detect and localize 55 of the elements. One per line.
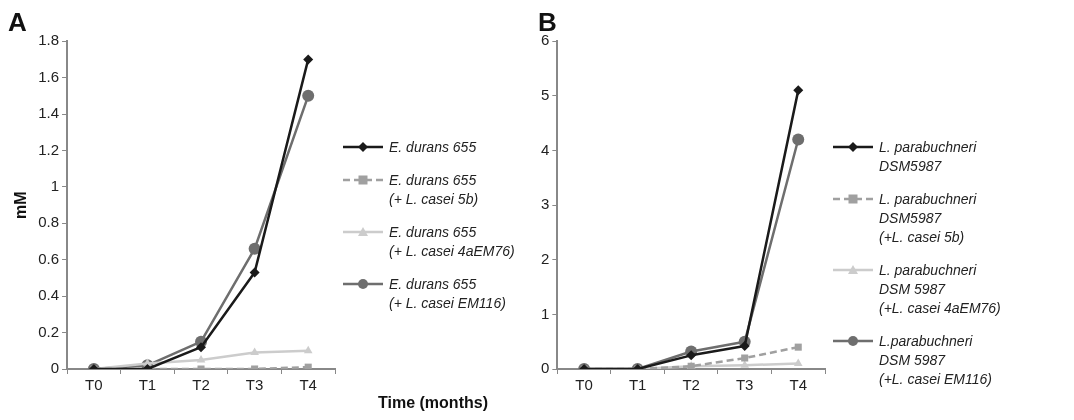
- legend-label: L. parabuchneri DSM 5987 (+L. casei 4aEM76): [879, 261, 1001, 318]
- y-tick-label: 0.2: [38, 322, 60, 340]
- point: [793, 85, 804, 96]
- x-tick-label: T2: [192, 376, 210, 394]
- y-tick-label: 4: [541, 140, 550, 158]
- point: [794, 343, 802, 351]
- point: [304, 363, 312, 369]
- y-tick-label: 1.6: [38, 67, 60, 85]
- point: [741, 354, 749, 362]
- y-tick-label: 0: [50, 359, 60, 377]
- y-tick-label: 0.4: [38, 286, 60, 304]
- y-tick-label: 0.6: [38, 249, 60, 267]
- point: [303, 54, 314, 65]
- x-axis-title: Time (months): [377, 394, 489, 412]
- point: [792, 133, 805, 146]
- legend-label: E. durans 655: [389, 138, 477, 157]
- point: [248, 242, 261, 255]
- legend-label: E. durans 655 (+ L. casei 5b): [389, 171, 479, 209]
- x-tick-label: T3: [735, 376, 754, 394]
- y-tick-label: 6: [541, 31, 550, 49]
- x-tick-label: T4: [789, 376, 807, 394]
- y-tick-label: 1.4: [38, 104, 60, 122]
- y-tick-label: 2: [541, 249, 550, 267]
- point: [303, 345, 313, 354]
- x-tick-label: T3: [245, 376, 264, 394]
- point: [740, 360, 750, 368]
- x-tick-label: T2: [682, 376, 700, 394]
- chart-title: A: [8, 6, 27, 37]
- point: [196, 342, 207, 353]
- legend-label: E. durans 655 (+ L. casei EM116): [389, 275, 506, 313]
- y-axis-title: mM: [12, 191, 30, 219]
- y-tick-label: 1: [50, 177, 60, 195]
- y-tick-label: 1.8: [38, 31, 60, 49]
- point: [302, 89, 315, 102]
- y-tick-label: 1.2: [38, 140, 60, 158]
- y-tick-label: 3: [541, 195, 550, 213]
- point: [739, 341, 750, 352]
- x-tick-label: T4: [299, 376, 317, 394]
- point: [793, 358, 803, 367]
- x-tick-label: T1: [628, 376, 647, 394]
- legend-label: L.parabuchneri DSM 5987 (+L. casei EM116): [879, 332, 992, 389]
- x-tick-label: T0: [575, 376, 593, 394]
- point: [196, 354, 206, 363]
- point: [686, 350, 697, 361]
- x-tick-label: T1: [138, 376, 157, 394]
- x-tick-label: T0: [85, 376, 103, 394]
- legend-label: L. parabuchneri DSM5987: [879, 138, 977, 176]
- legend-label: L. parabuchneri DSM5987 (+L. casei 5b): [879, 190, 977, 247]
- legend-label: E. durans 655 (+ L. casei 4aEM76): [389, 223, 515, 261]
- point: [250, 347, 259, 356]
- y-tick-label: 0: [541, 359, 550, 377]
- point: [249, 267, 260, 278]
- y-tick-label: 0.8: [38, 213, 60, 231]
- y-tick-label: 5: [541, 85, 550, 103]
- y-tick-label: 1: [541, 304, 550, 322]
